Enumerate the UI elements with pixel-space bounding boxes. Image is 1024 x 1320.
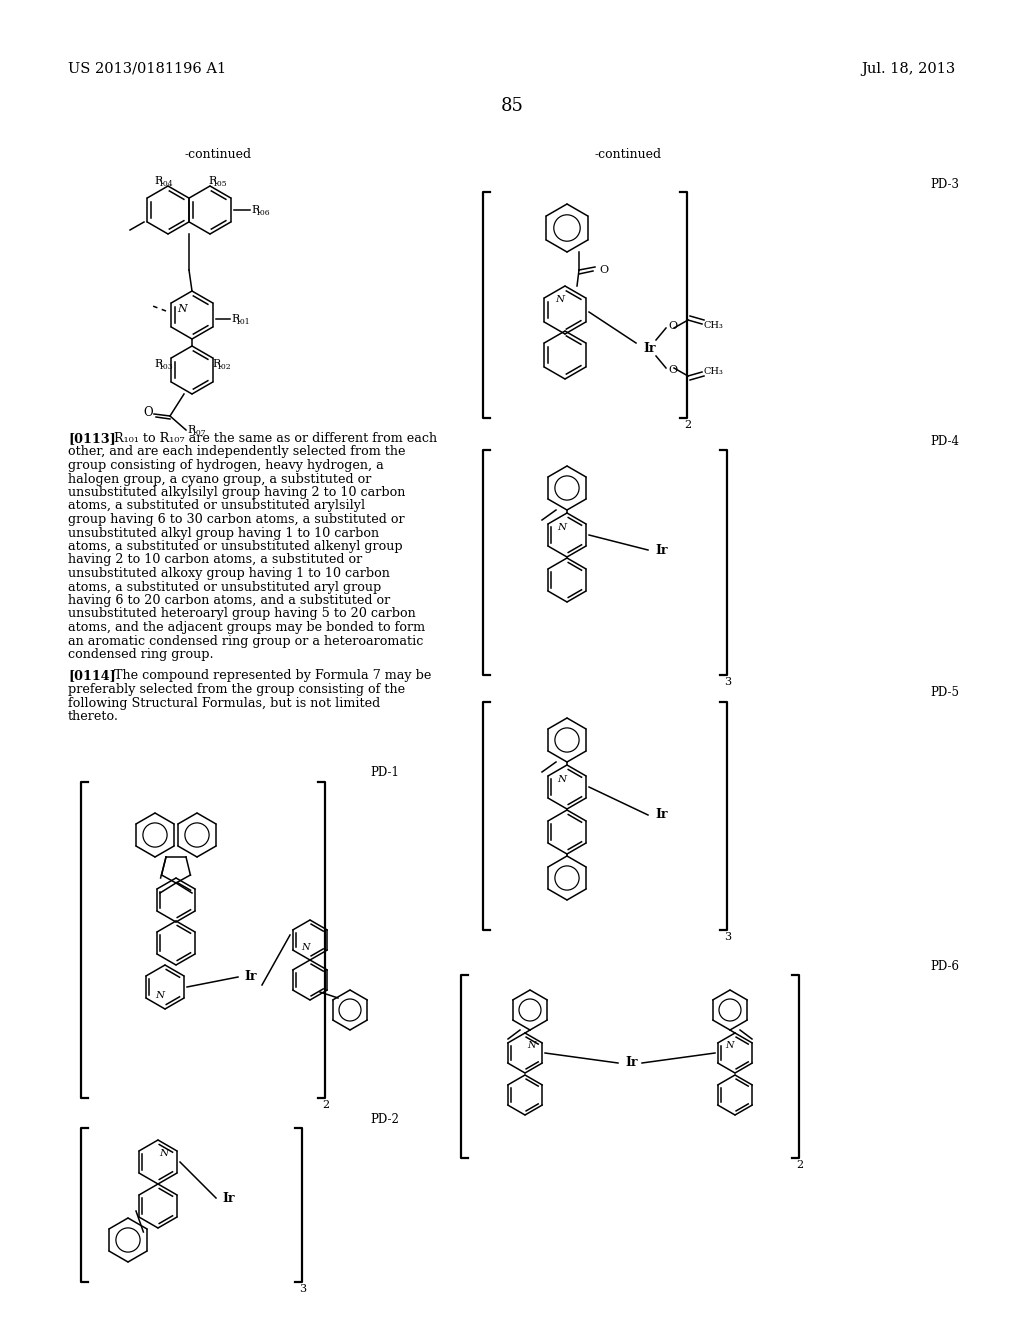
Text: PD-2: PD-2 [370,1113,399,1126]
Text: PD-4: PD-4 [930,436,959,447]
Text: N: N [156,990,165,999]
Text: CH₃: CH₃ [705,367,724,375]
Text: The compound represented by Formula 7 may be: The compound represented by Formula 7 ma… [114,669,431,682]
Text: Ir: Ir [625,1056,638,1069]
Text: -continued: -continued [595,148,662,161]
Text: CH₃: CH₃ [705,321,724,330]
Text: O: O [668,366,677,375]
Text: N: N [557,775,566,784]
Text: 107: 107 [191,429,206,437]
Text: 101: 101 [236,318,250,326]
Text: group having 6 to 30 carbon atoms, a substituted or: group having 6 to 30 carbon atoms, a sub… [68,513,404,525]
Text: US 2013/0181196 A1: US 2013/0181196 A1 [68,62,226,77]
Text: Ir: Ir [244,970,256,983]
Text: R: R [154,359,162,370]
Text: atoms, and the adjacent groups may be bonded to form: atoms, and the adjacent groups may be bo… [68,620,425,634]
Text: unsubstituted alkylsilyl group having 2 to 10 carbon: unsubstituted alkylsilyl group having 2 … [68,486,406,499]
Text: Ir: Ir [643,342,655,355]
Text: O: O [143,405,153,418]
Text: an aromatic condensed ring group or a heteroaromatic: an aromatic condensed ring group or a he… [68,635,423,648]
Text: 104: 104 [158,180,173,187]
Text: unsubstituted alkoxy group having 1 to 10 carbon: unsubstituted alkoxy group having 1 to 1… [68,568,390,579]
Text: PD-5: PD-5 [930,686,959,700]
Text: N: N [725,1041,733,1051]
Text: 2: 2 [684,420,691,430]
Text: R: R [251,205,259,215]
Text: N: N [557,523,566,532]
Text: [0114]: [0114] [68,669,116,682]
Text: PD-3: PD-3 [930,178,959,191]
Text: R₁₀₁ to R₁₀₇ are the same as or different from each: R₁₀₁ to R₁₀₇ are the same as or differen… [114,432,437,445]
Text: 2: 2 [796,1160,803,1170]
Text: Ir: Ir [222,1192,234,1204]
Text: unsubstituted heteroaryl group having 5 to 20 carbon: unsubstituted heteroaryl group having 5 … [68,607,416,620]
Text: Jul. 18, 2013: Jul. 18, 2013 [862,62,956,77]
Text: atoms, a substituted or unsubstituted arylsilyl: atoms, a substituted or unsubstituted ar… [68,499,366,512]
Text: 105: 105 [212,180,226,187]
Text: halogen group, a cyano group, a substituted or: halogen group, a cyano group, a substitu… [68,473,372,486]
Text: 106: 106 [255,209,269,216]
Text: atoms, a substituted or unsubstituted aryl group: atoms, a substituted or unsubstituted ar… [68,581,381,594]
Text: preferably selected from the group consisting of the: preferably selected from the group consi… [68,682,406,696]
Text: O: O [599,265,608,275]
Text: thereto.: thereto. [68,710,119,723]
Text: [0113]: [0113] [68,432,116,445]
Text: 3: 3 [724,932,731,942]
Text: 3: 3 [299,1284,306,1294]
Text: Ir: Ir [655,808,668,821]
Text: Ir: Ir [655,544,668,557]
Text: R: R [208,176,216,186]
Text: having 6 to 20 carbon atoms, and a substituted or: having 6 to 20 carbon atoms, and a subst… [68,594,390,607]
Text: atoms, a substituted or unsubstituted alkenyl group: atoms, a substituted or unsubstituted al… [68,540,402,553]
Text: N: N [177,304,186,314]
Text: 85: 85 [501,96,523,115]
Text: having 2 to 10 carbon atoms, a substituted or: having 2 to 10 carbon atoms, a substitut… [68,553,362,566]
Text: R: R [187,425,196,436]
Text: following Structural Formulas, but is not limited: following Structural Formulas, but is no… [68,697,380,710]
Text: 102: 102 [216,363,230,371]
Text: 3: 3 [724,677,731,686]
Text: R: R [231,314,240,323]
Text: N: N [555,296,564,305]
Text: other, and are each independently selected from the: other, and are each independently select… [68,446,406,458]
Text: N: N [160,1150,169,1159]
Text: N: N [301,942,309,952]
Text: -continued: -continued [184,148,252,161]
Text: unsubstituted alkyl group having 1 to 10 carbon: unsubstituted alkyl group having 1 to 10… [68,527,379,540]
Text: PD-6: PD-6 [930,960,959,973]
Text: R: R [154,176,162,186]
Text: N: N [526,1041,536,1051]
Text: 103: 103 [158,363,173,371]
Text: condensed ring group.: condensed ring group. [68,648,214,661]
Text: group consisting of hydrogen, heavy hydrogen, a: group consisting of hydrogen, heavy hydr… [68,459,384,473]
Text: O: O [668,321,677,331]
Text: R: R [212,359,220,370]
Text: 2: 2 [322,1100,329,1110]
Text: PD-1: PD-1 [370,766,399,779]
